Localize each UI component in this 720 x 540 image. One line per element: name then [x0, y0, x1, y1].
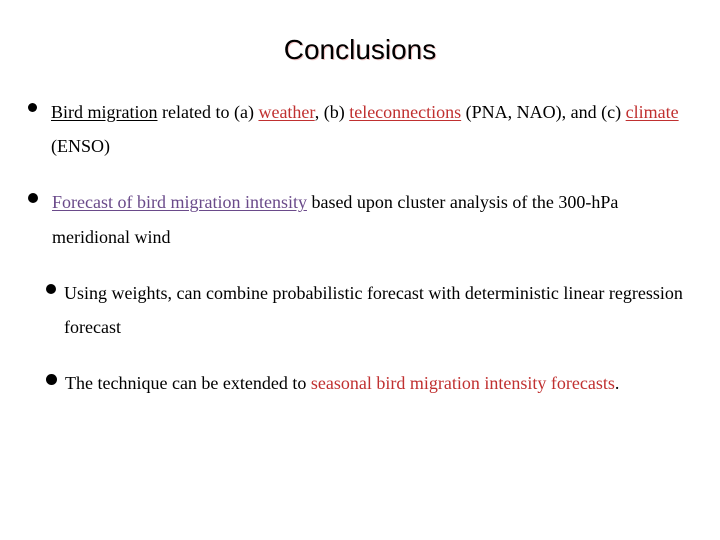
list-item-text: Forecast of bird migration intensity bas… [52, 185, 696, 253]
slide-title: Conclusions [24, 30, 696, 67]
text-segment: The technique can be extended to [65, 373, 311, 393]
list-item: The technique can be extended to seasona… [46, 366, 696, 400]
list-item: Bird migration related to (a) weather, (… [28, 95, 696, 163]
bullet-icon [46, 284, 56, 294]
list-item: Using weights, can combine probabilistic… [46, 276, 696, 344]
slide: Conclusions Bird migration related to (a… [0, 0, 720, 540]
text-segment: , (b) [315, 102, 350, 122]
bullet-list: Bird migration related to (a) weather, (… [24, 95, 696, 400]
text-segment: related to (a) [158, 102, 259, 122]
bullet-icon [28, 103, 37, 112]
text-segment: Bird migration [51, 102, 158, 122]
bullet-icon [28, 193, 38, 203]
list-item-text: Bird migration related to (a) weather, (… [51, 95, 696, 163]
text-segment: (ENSO) [51, 136, 110, 156]
text-segment: climate [626, 102, 679, 122]
list-item: Forecast of bird migration intensity bas… [28, 185, 696, 253]
text-segment: seasonal bird migration intensity foreca… [311, 373, 615, 393]
text-segment: Forecast of bird migration intensity [52, 192, 307, 212]
list-item-text: Using weights, can combine probabilistic… [64, 276, 696, 344]
text-segment: . [615, 373, 620, 393]
list-item-text: The technique can be extended to seasona… [65, 366, 696, 400]
text-segment: Using weights, can combine probabilistic… [64, 283, 683, 337]
text-segment: weather [258, 102, 314, 122]
bullet-icon [46, 374, 57, 385]
text-segment: teleconnections [349, 102, 461, 122]
text-segment: (PNA, NAO), and (c) [461, 102, 625, 122]
slide-title-text: Conclusions [284, 34, 437, 66]
